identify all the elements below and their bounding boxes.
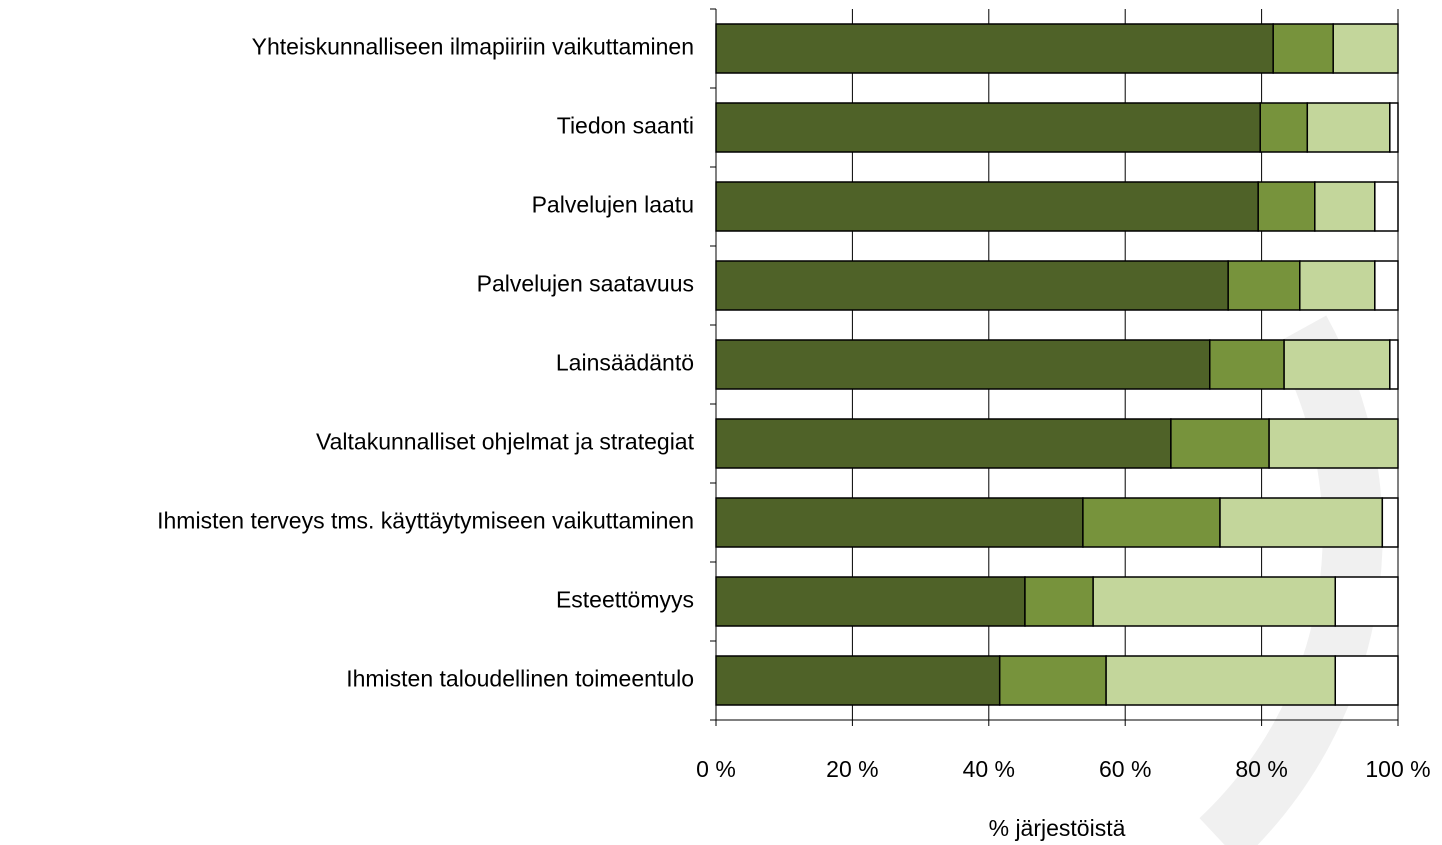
bar-segment xyxy=(715,497,1084,548)
bar-segment xyxy=(1389,102,1399,153)
y-tick-label: Ihmisten terveys tms. käyttäytymiseen va… xyxy=(157,508,694,534)
y-tick-label: Ihmisten taloudellinen toimeentulo xyxy=(346,666,694,692)
bar-segment xyxy=(715,418,1172,469)
y-tick-label: Tiedon saanti xyxy=(557,113,694,139)
y-tick-label: Palvelujen laatu xyxy=(532,192,694,218)
y-tick-label: Esteettömyys xyxy=(556,587,694,613)
bar-segment xyxy=(1299,260,1376,311)
bar-segment xyxy=(1209,339,1285,390)
bar-segment xyxy=(1170,418,1270,469)
bar-segment xyxy=(1374,260,1399,311)
x-tick-label: 20 % xyxy=(826,756,878,782)
bar-segment xyxy=(1334,655,1399,706)
x-tick-label: 0 % xyxy=(696,756,736,782)
bar-segment xyxy=(715,339,1211,390)
y-tick-label: Palvelujen saatavuus xyxy=(477,271,694,297)
bar-segment xyxy=(1334,576,1399,627)
bar-segment xyxy=(1283,339,1391,390)
bar-segment xyxy=(1389,339,1399,390)
y-tick-label: Yhteiskunnalliseen ilmapiiriin vaikuttam… xyxy=(252,34,694,60)
bar-segment xyxy=(1314,181,1376,232)
bar-segment xyxy=(1306,102,1391,153)
bar-segment xyxy=(1105,655,1337,706)
bar-segment xyxy=(715,181,1259,232)
x-tick-label: 80 % xyxy=(1235,756,1287,782)
x-tick-label: 40 % xyxy=(963,756,1015,782)
bar-segment xyxy=(1082,497,1221,548)
bar-segment xyxy=(715,260,1229,311)
bar-segment xyxy=(1219,497,1384,548)
bar-segment xyxy=(715,102,1261,153)
bar-segment xyxy=(1092,576,1337,627)
bar-segment xyxy=(1024,576,1094,627)
bar-segment xyxy=(998,655,1107,706)
bar-segment xyxy=(1381,497,1399,548)
x-axis-label: % järjestöistä xyxy=(989,815,1126,841)
x-tick-label: 100 % xyxy=(1365,756,1430,782)
bar-segment xyxy=(715,655,1001,706)
bar-segment xyxy=(715,576,1026,627)
y-tick-label: Valtakunnalliset ohjelmat ja strategiat xyxy=(316,429,695,455)
bar-segment xyxy=(1227,260,1301,311)
bar-segment xyxy=(1268,418,1399,469)
bar-segment xyxy=(1332,23,1399,74)
bar-segment xyxy=(1374,181,1399,232)
bar-segment xyxy=(1257,181,1316,232)
bar-segment xyxy=(1259,102,1309,153)
x-tick-label: 60 % xyxy=(1099,756,1151,782)
bar-segment xyxy=(715,23,1274,74)
bar-segment xyxy=(1272,23,1334,74)
y-tick-label: Lainsäädäntö xyxy=(556,350,694,376)
